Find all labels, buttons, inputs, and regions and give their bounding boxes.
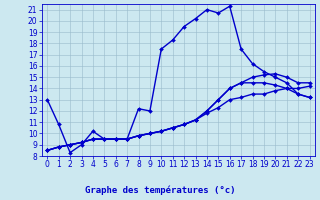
Text: Graphe des températures (°c): Graphe des températures (°c) — [85, 185, 235, 195]
